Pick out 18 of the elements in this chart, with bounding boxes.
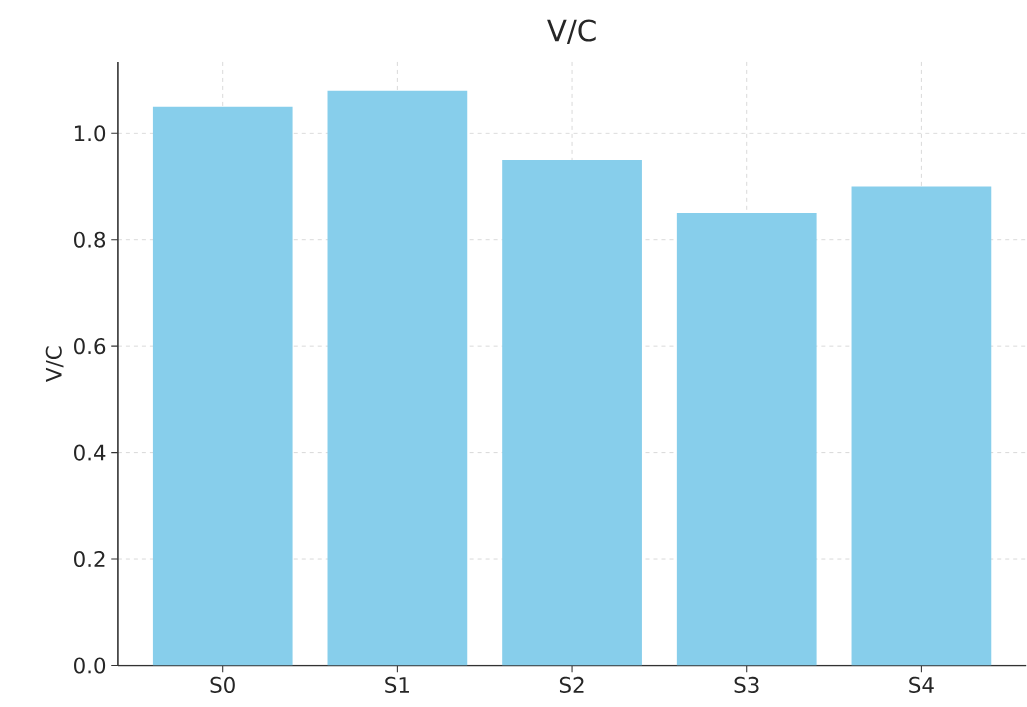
x-tick-label: S4 xyxy=(909,676,934,693)
x-tick-label: S3 xyxy=(734,676,759,693)
bar xyxy=(851,186,992,666)
x-tick-label: S2 xyxy=(559,676,584,693)
bar xyxy=(152,106,293,666)
bar xyxy=(676,212,817,666)
y-axis-title: V/C xyxy=(45,346,64,382)
bar xyxy=(502,159,642,666)
y-tick-label: 0.2 xyxy=(74,550,105,567)
y-tick-label: 1.0 xyxy=(74,124,106,142)
y-tick-label: 0.4 xyxy=(74,444,106,461)
y-tick-label: 0.8 xyxy=(74,231,106,248)
bar xyxy=(327,90,468,666)
y-tick-label: 0.6 xyxy=(74,337,106,354)
x-tick-label: S0 xyxy=(210,676,235,693)
chart-title: V/C xyxy=(547,19,596,44)
x-tick-label: S1 xyxy=(385,676,409,693)
y-tick-label: 0.0 xyxy=(74,657,106,674)
